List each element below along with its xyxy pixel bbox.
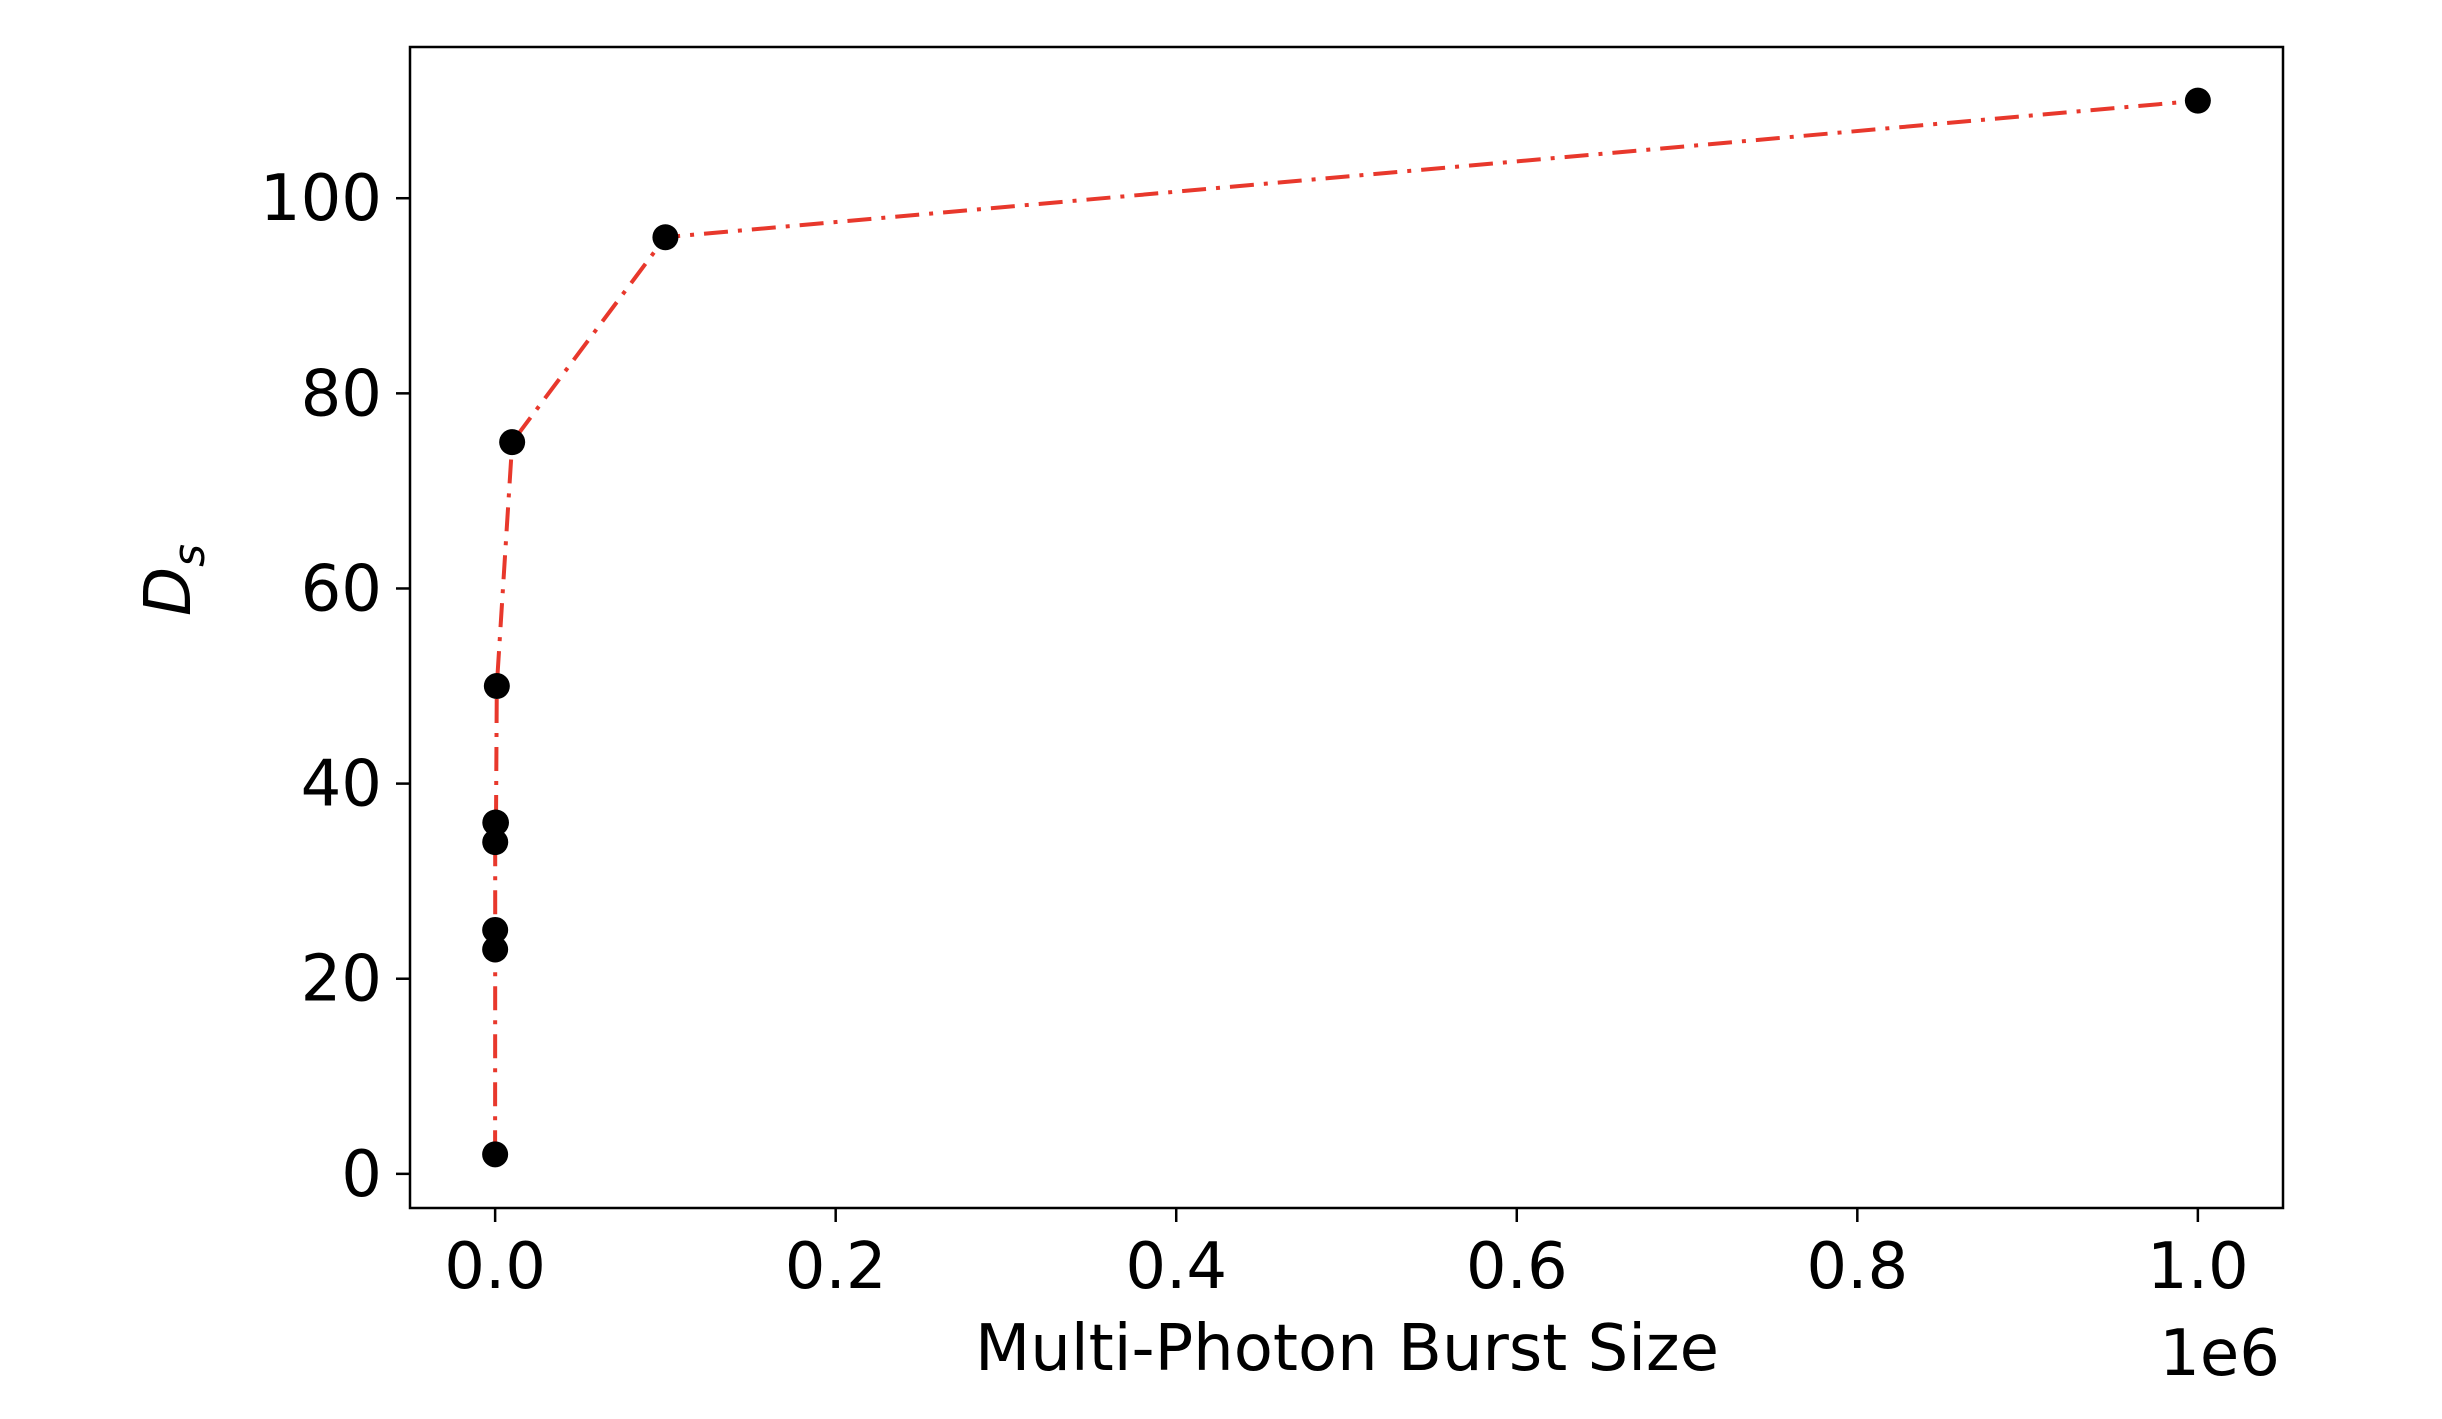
data-point (482, 809, 509, 836)
series-line (493, 98, 2199, 1155)
x-axis-label: Multi-Photon Burst Size (975, 1312, 1719, 1386)
data-point (483, 673, 510, 700)
plot-layer (482, 87, 2211, 1168)
y-axis-label-main: D (132, 567, 206, 616)
data-point (482, 936, 509, 963)
y-tick-label: 100 (260, 162, 382, 236)
x-tick-label: 0.2 (785, 1230, 887, 1304)
x-tick-label: 0.8 (1806, 1230, 1908, 1304)
y-tick-label: 40 (301, 748, 382, 822)
y-axis-label: Ds (132, 544, 215, 616)
x-tick-label: 0.6 (1466, 1230, 1568, 1304)
y-tick-label: 80 (301, 357, 382, 431)
y-tick-label: 20 (301, 943, 382, 1017)
x-tick-label: 1.0 (2147, 1230, 2249, 1304)
data-point (482, 1141, 509, 1168)
x-tick-label: 0.0 (444, 1230, 546, 1304)
y-tick-label: 60 (301, 552, 382, 626)
x-tick-label: 0.4 (1125, 1230, 1227, 1304)
data-point (652, 224, 679, 251)
data-point (499, 429, 526, 456)
x-offset-label: 1e6 (2159, 1317, 2280, 1391)
data-point (482, 916, 509, 943)
data-point (2184, 87, 2211, 114)
axis-layer: 0.0 0.2 0.4 0.6 0.8 1.0 0 20 40 60 80 100 (260, 45, 2285, 1304)
data-point (482, 829, 509, 856)
plot-frame (408, 45, 2285, 1210)
y-axis-label-subscript: s (164, 544, 215, 567)
y-tick-label: 0 (341, 1138, 382, 1212)
